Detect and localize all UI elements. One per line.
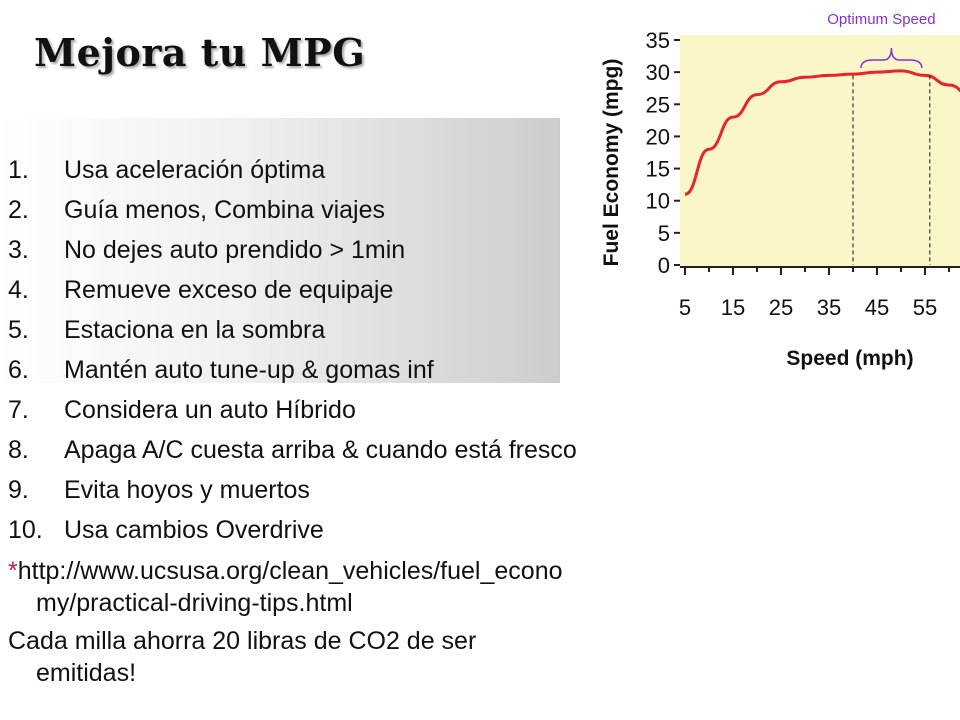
- y-tick-label: 20: [646, 124, 670, 149]
- tip-number: 3.: [8, 236, 29, 264]
- co2-note: Cada milla ahorra 20 libras de CO2 de se…: [8, 625, 768, 689]
- y-tick-label: 5: [658, 221, 670, 246]
- tip-text: Estaciona en la sombra: [64, 316, 326, 344]
- tip-text: Usa aceleración óptima: [64, 156, 326, 184]
- optimum-speed-label: Optimum Speed: [827, 11, 935, 28]
- tip-number: 8.: [8, 436, 29, 464]
- x-tick-label: 45: [865, 295, 889, 320]
- tip-text: Remueve exceso de equipaje: [64, 276, 394, 304]
- tip-item: 4. Remueve exceso de equipaje: [8, 270, 768, 310]
- tip-text: Apaga A/C cuesta arriba & cuando está fr…: [64, 436, 577, 464]
- y-tick-label: 0: [658, 253, 670, 278]
- tip-text: Considera un auto Híbrido: [64, 396, 356, 424]
- y-tick-marks: [674, 39, 680, 266]
- x-tick-labels: 5152535455565: [679, 295, 937, 320]
- tip-item: 10. Usa cambios Overdrive: [8, 510, 768, 550]
- y-tick-labels: 0 5 10 15 20 25 30 35: [646, 28, 670, 278]
- tip-number: 9.: [8, 476, 29, 504]
- tip-text: Usa cambios Overdrive: [64, 516, 324, 544]
- tip-number: 6.: [8, 356, 29, 384]
- tip-text: No dejes auto prendido > 1min: [64, 236, 406, 264]
- slide-title: Mejora tu MPG: [34, 30, 366, 75]
- tip-number: 4.: [8, 276, 29, 304]
- tip-item: 5. Estaciona en la sombra: [8, 310, 768, 350]
- tip-text: Guía menos, Combina viajes: [64, 196, 385, 224]
- y-tick-label: 25: [646, 92, 670, 117]
- x-tick-marks: [684, 267, 950, 275]
- tip-number: 2.: [8, 196, 29, 224]
- tip-number: 10.: [8, 516, 43, 544]
- plot-background: [680, 35, 960, 268]
- y-tick-label: 35: [646, 28, 670, 53]
- x-tick-label: 25: [769, 295, 793, 320]
- tip-number: 1.: [8, 156, 29, 184]
- tip-item: 3. No dejes auto prendido > 1min: [8, 230, 768, 270]
- source-url-line2: my/practical-driving-tips.html: [36, 589, 353, 617]
- tips-list: 1. Usa aceleración óptima 2. Guía menos, Co…: [8, 150, 768, 550]
- tip-number: 5.: [8, 316, 29, 344]
- tip-item: 7. Considera un auto Híbrido: [8, 390, 768, 430]
- x-tick-label: 5: [679, 295, 691, 320]
- content-background: [0, 118, 600, 383]
- tip-item: 6. Mantén auto tune-up & gomas inf: [8, 350, 768, 390]
- x-tick-label: 15: [721, 295, 745, 320]
- tip-item: 9. Evita hoyos y muertos: [8, 470, 768, 510]
- y-tick-label: 15: [646, 157, 670, 182]
- y-axis-label: Fuel Economy (mpg): [600, 59, 623, 267]
- tip-number: 7.: [8, 396, 29, 424]
- tip-text: Mantén auto tune-up & gomas inf: [64, 356, 434, 384]
- source-link: *http://www.ucsusa.org/clean_vehicles/fu…: [8, 555, 768, 619]
- optimum-brace: [860, 47, 923, 69]
- y-tick-label: 10: [646, 189, 670, 214]
- co2-line2: emitidas!: [36, 659, 137, 687]
- x-tick-label: 55: [913, 295, 937, 320]
- tip-item: 1. Usa aceleración óptima: [8, 150, 768, 190]
- y-tick-label: 30: [646, 60, 670, 85]
- tip-text: Evita hoyos y muertos: [64, 476, 310, 504]
- x-axis-label: Speed (mph): [786, 347, 913, 370]
- tip-item: 2. Guía menos, Combina viajes: [8, 190, 768, 230]
- tip-item: 8. Apaga A/C cuesta arriba & cuando está …: [8, 430, 768, 470]
- series-line: [684, 69, 960, 196]
- source-url-line1: http://www.ucsusa.org/clean_vehicles/fue…: [17, 557, 563, 585]
- x-tick-label: 35: [817, 295, 841, 320]
- co2-line1: Cada milla ahorra 20 libras de CO2 de se…: [8, 627, 477, 655]
- source-star: *: [8, 557, 18, 585]
